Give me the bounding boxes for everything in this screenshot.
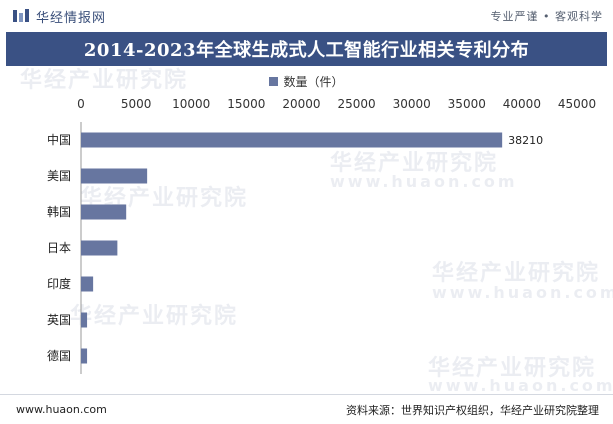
x-tick-label: 20000 — [282, 97, 320, 111]
x-tick-label: 0 — [77, 97, 85, 111]
x-axis: 0 5000 10000 15000 20000 25000 30000 35000 40000… — [77, 97, 596, 111]
bar — [81, 240, 118, 256]
footer-url: www.huaon.com — [16, 403, 107, 416]
chart-legend: 数量（件） — [0, 72, 613, 90]
category-label: 德国 — [47, 348, 71, 363]
value-label: 38210 — [508, 134, 543, 147]
bar — [81, 276, 94, 292]
footer-source: 资料来源：世界知识产权组织，华经产业研究院整理 — [346, 403, 599, 417]
brand-tagline: 专业严谨 • 客观科学 — [490, 10, 603, 23]
bar-chart: 0 5000 10000 15000 20000 25000 30000 35000 40000… — [47, 97, 596, 374]
legend-swatch — [269, 76, 279, 86]
bar — [81, 348, 88, 364]
bar — [81, 168, 148, 184]
brand-logo-icon — [13, 9, 29, 22]
category-label: 日本 — [47, 241, 71, 255]
bar — [81, 312, 88, 328]
x-tick-label: 40000 — [503, 97, 541, 111]
legend-label: 数量（件） — [283, 74, 344, 89]
title-bar: 2014-2023年全球生成式人工智能行业相关专利分布 — [6, 32, 607, 66]
bar — [81, 204, 127, 220]
category-label: 英国 — [47, 313, 71, 327]
x-tick-label: 15000 — [227, 97, 265, 111]
top-bar: 华经情报网 专业严谨 • 客观科学 — [0, 0, 613, 32]
brand: 华经情报网 — [12, 7, 106, 26]
x-tick-label: 10000 — [172, 97, 210, 111]
category-label: 韩国 — [47, 204, 71, 219]
x-tick-label: 5000 — [121, 97, 152, 111]
x-tick-label: 35000 — [448, 97, 486, 111]
value-labels: 38210 — [508, 134, 543, 147]
brand-name: 华经情报网 — [36, 10, 107, 26]
category-label: 印度 — [47, 276, 71, 291]
bar — [81, 132, 503, 148]
category-label: 美国 — [47, 169, 71, 183]
chart-title: 2014-2023年全球生成式人工智能行业相关专利分布 — [83, 40, 530, 61]
x-tick-label: 30000 — [393, 97, 431, 111]
x-tick-label: 25000 — [337, 97, 375, 111]
footer: www.huaon.com 资料来源：世界知识产权组织，华经产业研究院整理 — [0, 394, 613, 424]
category-label: 中国 — [47, 132, 71, 147]
bars — [81, 132, 503, 364]
x-tick-label: 45000 — [558, 97, 596, 111]
